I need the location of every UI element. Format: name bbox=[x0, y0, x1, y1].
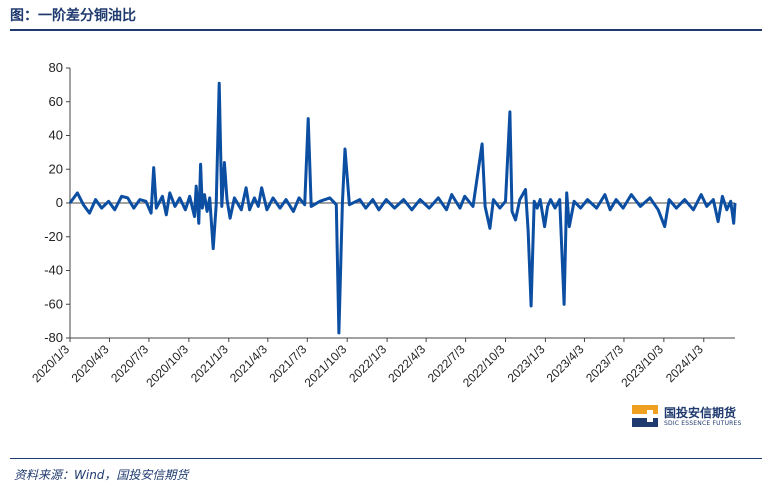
x-tick-label: 2022/4/3 bbox=[385, 342, 428, 385]
y-tick-label: -60 bbox=[44, 296, 63, 311]
y-tick-label: 80 bbox=[49, 60, 63, 75]
chart-axes bbox=[69, 68, 735, 339]
x-tick-label: 2020/1/3 bbox=[29, 342, 72, 385]
logo-name-en: SDIC ESSENCE FUTURES bbox=[664, 420, 742, 427]
source-note: 资料来源：Wind，国投安信期货 bbox=[14, 468, 189, 482]
logo-mark-icon bbox=[632, 405, 658, 427]
series-line bbox=[68, 81, 737, 335]
x-tick-label: 2023/1/3 bbox=[505, 342, 548, 385]
x-tick-label: 2023/4/3 bbox=[544, 342, 587, 385]
y-tick-label: -40 bbox=[44, 263, 63, 278]
y-tick-label: -20 bbox=[44, 229, 63, 244]
y-tick-label: 20 bbox=[49, 161, 63, 176]
x-tick-label: 2021/1/3 bbox=[188, 342, 231, 385]
y-tick-label: 60 bbox=[49, 94, 63, 109]
x-tick-label: 2023/10/3 bbox=[618, 342, 666, 390]
y-tick-label: -80 bbox=[44, 330, 63, 345]
brand-logo: 国投安信期货 SDIC ESSENCE FUTURES bbox=[632, 403, 762, 433]
x-tick-label: 2020/10/3 bbox=[143, 342, 191, 390]
x-tick-label: 2022/1/3 bbox=[346, 342, 389, 385]
footer-divider bbox=[10, 458, 762, 459]
y-tick-label: 40 bbox=[49, 128, 63, 143]
x-tick-label: 2022/10/3 bbox=[460, 342, 508, 390]
x-tick-label: 2020/4/3 bbox=[69, 342, 112, 385]
x-tick-label: 2021/4/3 bbox=[227, 342, 270, 385]
logo-name-cn: 国投安信期货 bbox=[664, 406, 737, 420]
title-divider bbox=[10, 29, 762, 31]
x-tick-label: 2024/1/3 bbox=[663, 342, 706, 385]
x-axis-ticks: 2020/1/32020/4/32020/7/32020/10/32021/1/… bbox=[29, 338, 706, 390]
chart-title: 图：一阶差分铜油比 bbox=[10, 8, 136, 24]
x-tick-label: 2021/10/3 bbox=[302, 342, 350, 390]
y-tick-label: 0 bbox=[56, 195, 63, 210]
y-axis-ticks: 80 60 40 20 0 -20 -40 -60 -80 bbox=[44, 60, 70, 345]
